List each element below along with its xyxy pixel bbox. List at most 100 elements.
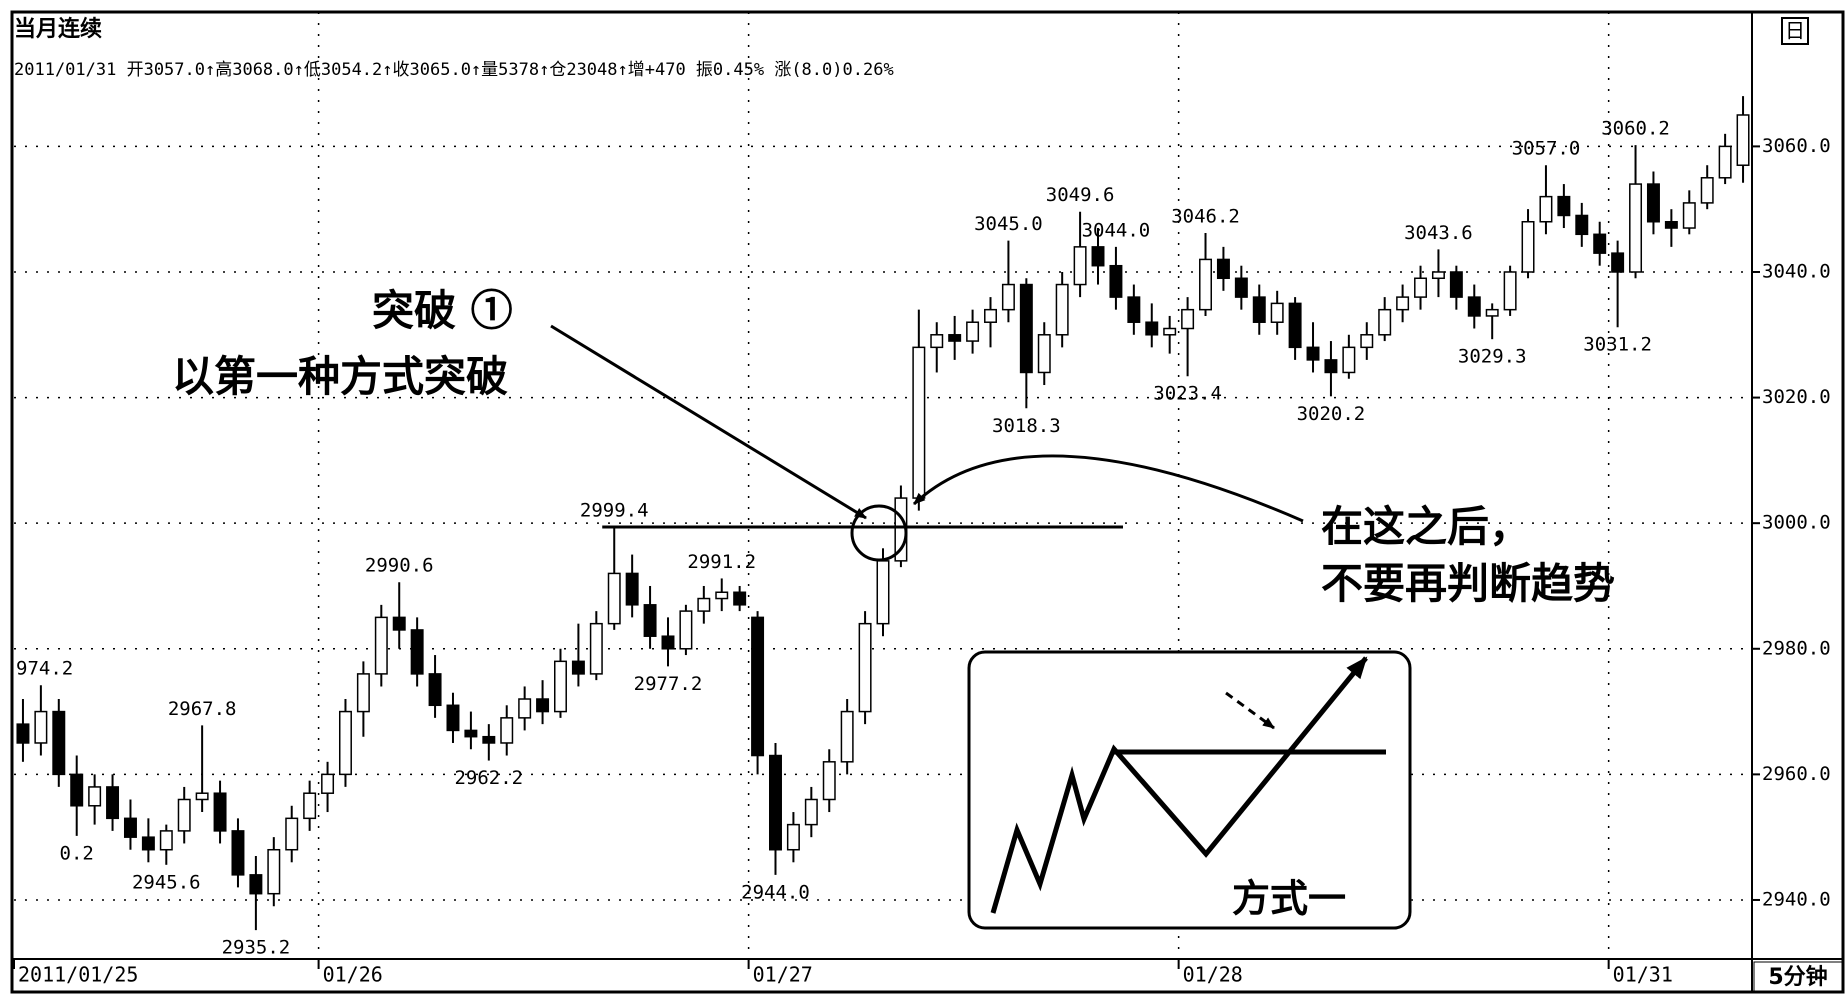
candle-body: [1557, 195, 1571, 217]
candle-body: [1593, 233, 1607, 254]
candle-body: [159, 830, 173, 851]
x-tick-label: 01/31: [1613, 963, 1673, 987]
candle-body: [571, 660, 585, 675]
extreme-label: 2935.2: [222, 937, 291, 959]
x-tick-label: 01/27: [753, 963, 813, 987]
candle-body: [1199, 258, 1212, 311]
extreme-label: 0.2: [60, 842, 94, 864]
candle-body: [267, 848, 281, 895]
y-tick-label: 2960.0: [1762, 763, 1831, 785]
breakout-arrow: [550, 324, 867, 520]
candle-body: [912, 346, 926, 499]
inset-box: [967, 650, 1412, 930]
extreme-label: 3044.0: [1082, 219, 1151, 241]
candle-body: [303, 792, 317, 820]
plot-area: 2940.0 2960.0 2980.0 3000.0 3020.0 3040.0 3060…: [13, 12, 1831, 987]
candle-body: [195, 792, 209, 801]
breakout-title: 突破 ①: [372, 286, 513, 335]
breakout-text: 以第一种方式突破: [172, 352, 508, 401]
candle-body: [356, 673, 370, 713]
candle-body: [769, 754, 782, 851]
candle-body: [52, 710, 66, 776]
candle-body: [1127, 296, 1141, 323]
y-tick-label: 3040.0: [1762, 260, 1831, 282]
candle-body: [500, 717, 514, 744]
extreme-label: 2977.2: [634, 673, 703, 695]
extreme-label: 2999.4: [580, 499, 649, 521]
candle-body: [482, 735, 496, 744]
extreme-label: 2967.8: [168, 698, 237, 720]
extreme-label: 3020.2: [1297, 403, 1366, 425]
candle-body: [338, 710, 352, 776]
candle-body: [374, 616, 388, 675]
candle-body: [1629, 183, 1643, 273]
candle-body: [1055, 283, 1069, 336]
extreme-label: 3043.6: [1404, 222, 1473, 244]
breakout-circle: [850, 504, 908, 562]
candle-body: [321, 773, 335, 794]
candle-body: [751, 616, 765, 757]
candle-body: [804, 798, 818, 826]
candle-body: [1306, 346, 1320, 361]
y-tick-label: 2940.0: [1762, 888, 1831, 910]
extreme-label: 2944.0: [741, 881, 810, 903]
extreme-label: 3045.0: [974, 213, 1043, 235]
candle-body: [141, 836, 155, 851]
candle-body: [876, 560, 890, 625]
inset-path: [990, 656, 1368, 914]
period-icon: 日: [1785, 19, 1805, 43]
candle-body: [1181, 308, 1195, 330]
candle-body: [625, 572, 639, 606]
candle-body: [1145, 321, 1159, 336]
candle-body: [464, 729, 478, 738]
period-icon-box: [1781, 17, 1809, 45]
candle-body: [428, 673, 442, 707]
extreme-label: 2945.6: [132, 871, 201, 893]
candle-body: [948, 334, 962, 342]
candle-body: [966, 321, 980, 342]
extreme-label: 3060.2: [1601, 118, 1670, 140]
candle-body: [1270, 302, 1284, 323]
extreme-label: 3057.0: [1512, 138, 1581, 160]
extreme-label: 3046.2: [1171, 206, 1240, 228]
candle-body: [1449, 271, 1463, 298]
y-tick-label: 3020.0: [1762, 386, 1831, 408]
candle-body: [858, 622, 872, 713]
candle-body: [1414, 277, 1428, 298]
candle-body: [285, 817, 299, 851]
candle-body: [1521, 220, 1535, 273]
candle-body: [1342, 346, 1356, 374]
candle-body: [822, 761, 836, 801]
candle-body: [1539, 195, 1553, 223]
candle-body: [1575, 214, 1589, 236]
candle-body: [70, 773, 84, 807]
candle-body: [786, 823, 800, 851]
candle-body: [177, 798, 191, 832]
curved-arrow: [912, 454, 1304, 523]
candle-body: [1073, 246, 1087, 286]
candle-body: [1252, 296, 1266, 323]
candle-body: [1700, 177, 1714, 204]
candle-body: [392, 616, 406, 631]
candle-body: [1396, 296, 1410, 311]
candle-body: [213, 792, 227, 832]
candle-body: [930, 334, 944, 349]
candle-body: [1109, 264, 1123, 298]
candle-body: [679, 610, 693, 650]
candle-body: [984, 308, 997, 323]
period-label: 5分钟: [1768, 964, 1827, 990]
candle-body: [697, 597, 711, 612]
candle-body: [554, 660, 567, 713]
extreme-label: 3023.4: [1153, 383, 1222, 405]
candle-body: [106, 786, 120, 820]
candle-body: [840, 710, 854, 763]
after-text-2: 不要再判断趋势: [1321, 559, 1615, 608]
candle-body: [1360, 334, 1374, 349]
candle-body: [1682, 202, 1696, 229]
y-tick-label: 3060.0: [1762, 135, 1831, 157]
period-box: [1753, 961, 1843, 992]
candle-body: [1324, 359, 1338, 374]
candle-body: [1091, 246, 1105, 267]
inset-dashed-arrow: [1225, 691, 1275, 730]
